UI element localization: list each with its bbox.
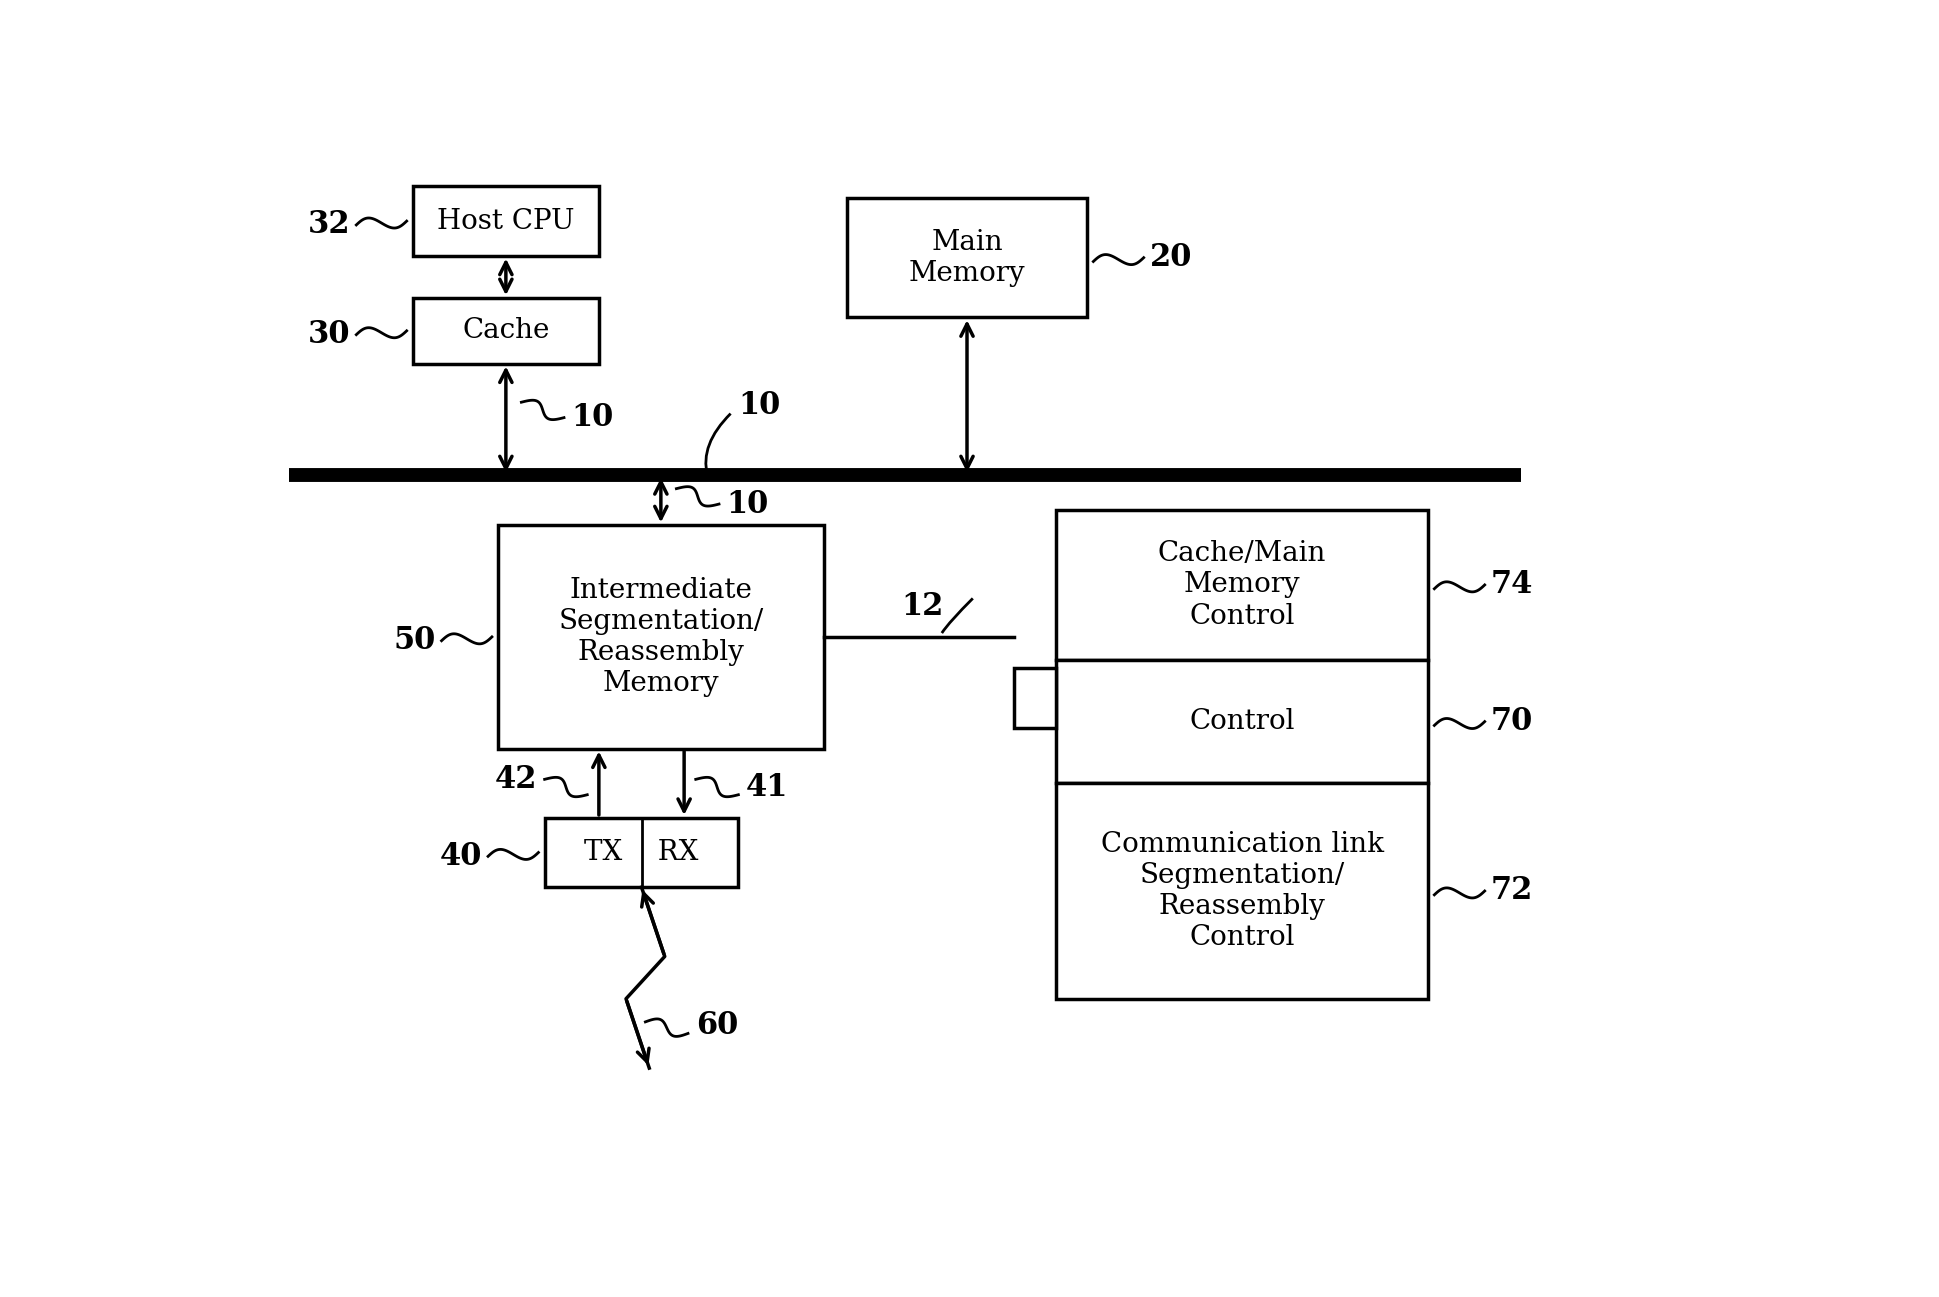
Bar xyxy=(1057,510,1429,660)
Text: 50: 50 xyxy=(394,625,436,656)
Text: 70: 70 xyxy=(1491,706,1534,737)
Text: 72: 72 xyxy=(1491,875,1534,907)
Text: Cache: Cache xyxy=(461,318,549,344)
Text: Main
Memory: Main Memory xyxy=(909,228,1026,287)
Bar xyxy=(545,818,739,887)
Text: Host CPU: Host CPU xyxy=(436,208,574,235)
Bar xyxy=(1057,783,1429,999)
Text: Control: Control xyxy=(1189,708,1295,735)
Text: Communication link
Segmentation/
Reassembly
Control: Communication link Segmentation/ Reassem… xyxy=(1101,830,1384,951)
Text: Intermediate
Segmentation/
Reassembly
Memory: Intermediate Segmentation/ Reassembly Me… xyxy=(558,577,764,698)
Text: Cache/Main
Memory
Control: Cache/Main Memory Control xyxy=(1158,541,1326,629)
Bar xyxy=(847,198,1088,318)
Text: 20: 20 xyxy=(1150,243,1192,274)
Text: 41: 41 xyxy=(747,772,789,803)
Bar xyxy=(413,298,599,363)
Text: 60: 60 xyxy=(696,1010,739,1041)
Bar xyxy=(498,525,824,748)
Text: TX    RX: TX RX xyxy=(584,839,698,866)
Text: 10: 10 xyxy=(727,489,770,520)
Bar xyxy=(1057,660,1429,783)
Text: 42: 42 xyxy=(494,764,537,795)
Text: 32: 32 xyxy=(308,209,351,240)
Text: 10: 10 xyxy=(572,402,615,433)
Bar xyxy=(413,187,599,256)
Text: 10: 10 xyxy=(739,390,781,422)
Text: 40: 40 xyxy=(440,840,483,872)
Bar xyxy=(1014,668,1057,728)
Text: 12: 12 xyxy=(902,590,944,621)
Text: 74: 74 xyxy=(1491,569,1534,601)
Text: 30: 30 xyxy=(308,319,351,350)
